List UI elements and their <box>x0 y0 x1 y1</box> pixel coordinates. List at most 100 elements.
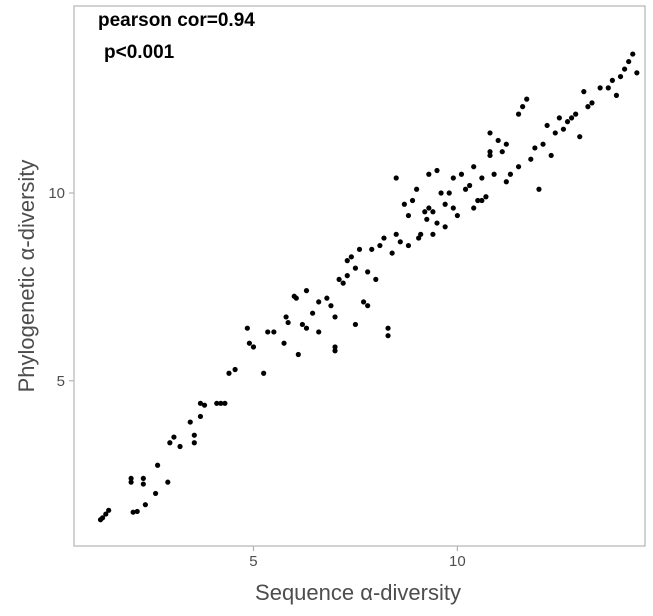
data-point <box>128 479 134 485</box>
y-axis-title: Phylogenetic α-diversity <box>14 160 39 393</box>
data-point <box>450 175 456 181</box>
x-axis-title: Sequence α-diversity <box>255 580 461 605</box>
data-point <box>495 137 501 144</box>
data-point <box>426 171 432 177</box>
data-point <box>409 197 416 204</box>
data-point <box>458 171 465 177</box>
data-point <box>528 156 534 162</box>
data-point <box>609 77 615 83</box>
data-point <box>414 186 420 192</box>
data-point <box>622 66 628 72</box>
data-point <box>250 344 257 350</box>
data-points <box>97 51 640 523</box>
data-point <box>442 224 448 230</box>
data-point <box>155 462 161 468</box>
data-point <box>487 130 493 136</box>
data-point <box>418 231 424 237</box>
data-point <box>450 205 456 211</box>
data-point <box>348 254 354 260</box>
data-point <box>434 167 440 174</box>
data-point <box>218 400 224 406</box>
data-point <box>222 400 228 406</box>
data-point <box>548 152 554 159</box>
data-point <box>281 340 287 346</box>
data-point <box>479 197 485 204</box>
data-point <box>344 258 350 264</box>
data-point <box>377 242 383 249</box>
x-tick-label: 5 <box>249 553 257 570</box>
data-point <box>585 104 591 110</box>
data-point <box>336 276 342 282</box>
data-point <box>244 325 250 331</box>
data-point <box>167 440 173 446</box>
data-point <box>446 190 452 196</box>
data-point <box>316 299 322 305</box>
data-point <box>369 246 375 252</box>
data-point <box>605 85 611 91</box>
data-point <box>499 149 505 155</box>
data-point <box>597 85 603 91</box>
data-point <box>99 515 106 521</box>
data-point <box>283 314 289 320</box>
data-point <box>365 303 371 309</box>
data-point <box>373 276 379 282</box>
data-point <box>626 58 632 65</box>
data-point <box>246 340 252 346</box>
data-point <box>232 366 238 373</box>
annotation-correlation: pearson cor=0.94 <box>98 10 255 31</box>
data-point <box>405 212 412 219</box>
annotation-pvalue: p<0.001 <box>104 42 175 63</box>
data-point <box>422 209 428 215</box>
data-point <box>285 319 291 326</box>
data-point <box>134 508 140 515</box>
data-point <box>613 92 620 98</box>
data-point <box>385 325 391 331</box>
data-point <box>568 115 575 121</box>
data-point <box>617 73 624 80</box>
data-point <box>332 344 338 350</box>
data-point <box>442 201 448 207</box>
x-tick-label: 10 <box>449 553 466 570</box>
data-point <box>520 104 526 110</box>
data-point <box>381 235 387 241</box>
data-point <box>405 242 412 249</box>
plot-panel <box>73 5 646 547</box>
data-point <box>265 329 271 335</box>
data-point <box>365 269 371 275</box>
data-point <box>214 400 220 406</box>
data-point <box>434 220 440 226</box>
data-point <box>293 295 299 301</box>
data-point <box>299 321 305 328</box>
data-point <box>471 164 477 170</box>
data-point <box>352 321 359 328</box>
data-point <box>487 149 493 155</box>
data-point <box>475 197 481 204</box>
data-point <box>140 481 146 487</box>
data-point <box>332 348 338 354</box>
y-tick-label: 10 <box>48 185 65 202</box>
data-point <box>479 175 485 181</box>
data-point <box>573 111 579 117</box>
data-point <box>438 190 444 196</box>
data-point <box>454 212 460 219</box>
data-point <box>103 511 109 517</box>
data-point <box>309 310 316 316</box>
data-point <box>544 122 550 129</box>
data-point <box>630 51 636 57</box>
data-point <box>503 141 509 147</box>
data-point <box>191 432 197 438</box>
data-point <box>130 509 136 515</box>
data-point <box>430 231 436 237</box>
data-point <box>271 329 277 335</box>
data-point <box>324 295 330 301</box>
data-point <box>165 479 171 485</box>
data-point <box>507 171 514 177</box>
data-point <box>491 171 497 177</box>
data-point <box>295 351 301 358</box>
data-point <box>483 194 489 200</box>
data-point <box>360 299 367 305</box>
data-point <box>401 201 407 207</box>
data-point <box>352 265 359 271</box>
axis-ticks: 5 10 5 10 <box>48 185 465 570</box>
